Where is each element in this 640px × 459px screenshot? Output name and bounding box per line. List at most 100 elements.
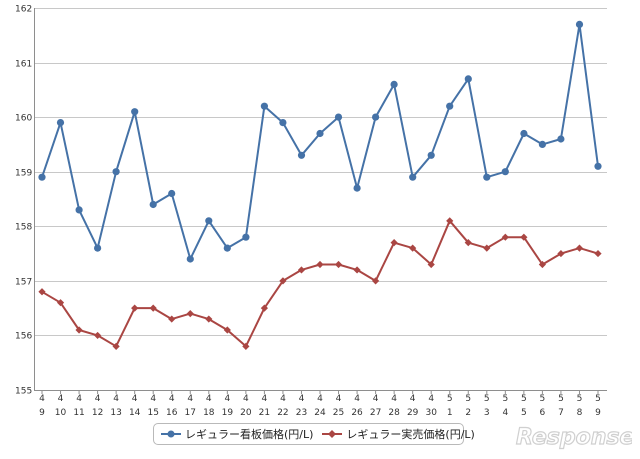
- legend-label-signboard: レギュラー看板価格(円/L): [185, 428, 314, 441]
- data-point-0-5: [131, 108, 139, 116]
- x-tick-label-day: 27: [370, 408, 381, 418]
- data-point-0-22: [446, 102, 454, 110]
- x-tick-label-month: 4: [76, 394, 82, 404]
- data-point-1-7: [168, 315, 176, 323]
- y-tick-label-157: 157: [15, 278, 32, 288]
- data-point-1-25: [501, 233, 509, 241]
- x-tick-label-month: 5: [447, 394, 453, 404]
- legend: レギュラー看板価格(円/L) レギュラー実売価格(円/L): [153, 423, 475, 445]
- data-point-0-3: [94, 244, 102, 252]
- data-point-0-18: [372, 113, 380, 121]
- data-point-0-11: [242, 233, 250, 241]
- data-point-1-22: [446, 217, 454, 225]
- x-tick-label-month: 4: [150, 394, 156, 404]
- x-tick-label-day: 9: [595, 408, 601, 418]
- legend-item-actual[interactable]: レギュラー実売価格(円/L): [321, 426, 475, 442]
- x-tick-label-month: 4: [299, 394, 305, 404]
- data-point-0-8: [186, 255, 194, 263]
- response-watermark-logo: Response.: [515, 424, 632, 450]
- x-tick-label-month: 5: [595, 394, 601, 404]
- x-tick-label-day: 28: [388, 408, 400, 418]
- gridlines: [34, 8, 607, 391]
- x-tick-label-day: 3: [484, 408, 490, 418]
- legend-swatch-circle-icon: [161, 430, 181, 438]
- data-point-0-29: [575, 20, 584, 28]
- x-tick-label-day: 9: [39, 408, 45, 418]
- data-point-0-15: [316, 129, 324, 138]
- x-tick-label-month: 5: [558, 394, 564, 404]
- y-tick-label-159: 159: [15, 169, 32, 179]
- data-point-1-6: [149, 304, 157, 312]
- y-tick-label-160: 160: [15, 114, 32, 124]
- data-point-1-24: [483, 244, 491, 252]
- data-point-0-17: [353, 184, 361, 192]
- x-tick-label-month: 5: [502, 394, 508, 404]
- x-tick-label-month: 4: [280, 394, 286, 404]
- data-point-0-28: [557, 135, 565, 143]
- x-tick-label-day: 12: [92, 408, 103, 418]
- legend-item-signboard[interactable]: レギュラー看板価格(円/L): [160, 426, 313, 442]
- svg-text:Response.: Response.: [516, 425, 632, 450]
- data-point-1-10: [223, 326, 231, 334]
- data-point-0-2: [75, 206, 83, 214]
- x-tick-label-day: 7: [558, 408, 564, 418]
- x-tick-label-month: 4: [39, 394, 45, 404]
- data-point-1-19: [390, 239, 398, 247]
- x-tick-label-day: 1: [447, 408, 453, 418]
- data-point-1-3: [94, 331, 102, 340]
- data-point-1-20: [409, 244, 417, 252]
- x-tick-label-day: 23: [296, 408, 307, 418]
- x-tick-label-month: 5: [484, 394, 490, 404]
- series-0: [38, 20, 602, 263]
- x-tick-label-day: 22: [277, 408, 288, 418]
- y-tick-label-155: 155: [15, 387, 32, 397]
- data-point-1-0: [38, 288, 46, 296]
- x-tick-label-month: 4: [336, 394, 342, 404]
- data-point-0-21: [427, 151, 435, 159]
- data-point-1-23: [464, 239, 472, 247]
- x-tick-label-day: 30: [425, 408, 437, 418]
- data-point-0-4: [112, 168, 120, 176]
- x-tick-label-day: 15: [147, 408, 158, 418]
- data-point-1-30: [594, 249, 602, 258]
- data-point-0-7: [168, 189, 176, 198]
- data-point-1-27: [538, 260, 546, 269]
- x-tick-label-day: 26: [351, 408, 363, 418]
- x-tick-label-month: 4: [58, 394, 64, 404]
- x-tick-label-day: 5: [521, 408, 527, 418]
- x-tick-label-day: 14: [129, 408, 141, 418]
- x-tick-label-month: 4: [354, 394, 360, 404]
- data-point-0-14: [297, 151, 306, 159]
- x-tick-label-day: 8: [577, 408, 583, 418]
- x-tick-label-day: 17: [185, 408, 196, 418]
- data-point-0-0: [38, 173, 46, 181]
- y-tick-label-161: 161: [15, 60, 32, 70]
- series-line-0: [41, 23, 599, 260]
- x-tick-label-month: 4: [169, 394, 175, 404]
- x-tick-label-month: 4: [132, 394, 138, 404]
- x-tick-label-day: 16: [166, 408, 178, 418]
- x-tick-label-month: 5: [521, 394, 527, 404]
- data-point-1-15: [316, 260, 324, 269]
- x-tick-label-day: 2: [465, 408, 471, 418]
- data-point-0-6: [149, 200, 157, 209]
- data-point-1-16: [334, 260, 343, 269]
- data-point-1-13: [279, 277, 287, 285]
- series-line-1: [41, 219, 599, 348]
- x-tick-label-month: 4: [187, 394, 193, 404]
- x-tick-label-day: 24: [314, 408, 326, 418]
- x-tick-labels: 4941041141241341441541641741841942042142…: [39, 394, 601, 418]
- x-tick-label-month: 4: [317, 394, 323, 404]
- x-tick-label-month: 4: [113, 394, 119, 404]
- x-tick-label-month: 4: [206, 394, 212, 404]
- data-point-0-26: [520, 129, 528, 138]
- y-tick-label-158: 158: [15, 223, 32, 233]
- x-tick-label-day: 6: [540, 408, 546, 418]
- data-point-1-2: [75, 326, 83, 334]
- data-point-0-12: [260, 102, 268, 110]
- x-tick-label-month: 4: [95, 394, 101, 404]
- x-tick-label-month: 5: [465, 394, 471, 404]
- x-tick-label-month: 4: [243, 394, 249, 404]
- series-1: [38, 217, 602, 350]
